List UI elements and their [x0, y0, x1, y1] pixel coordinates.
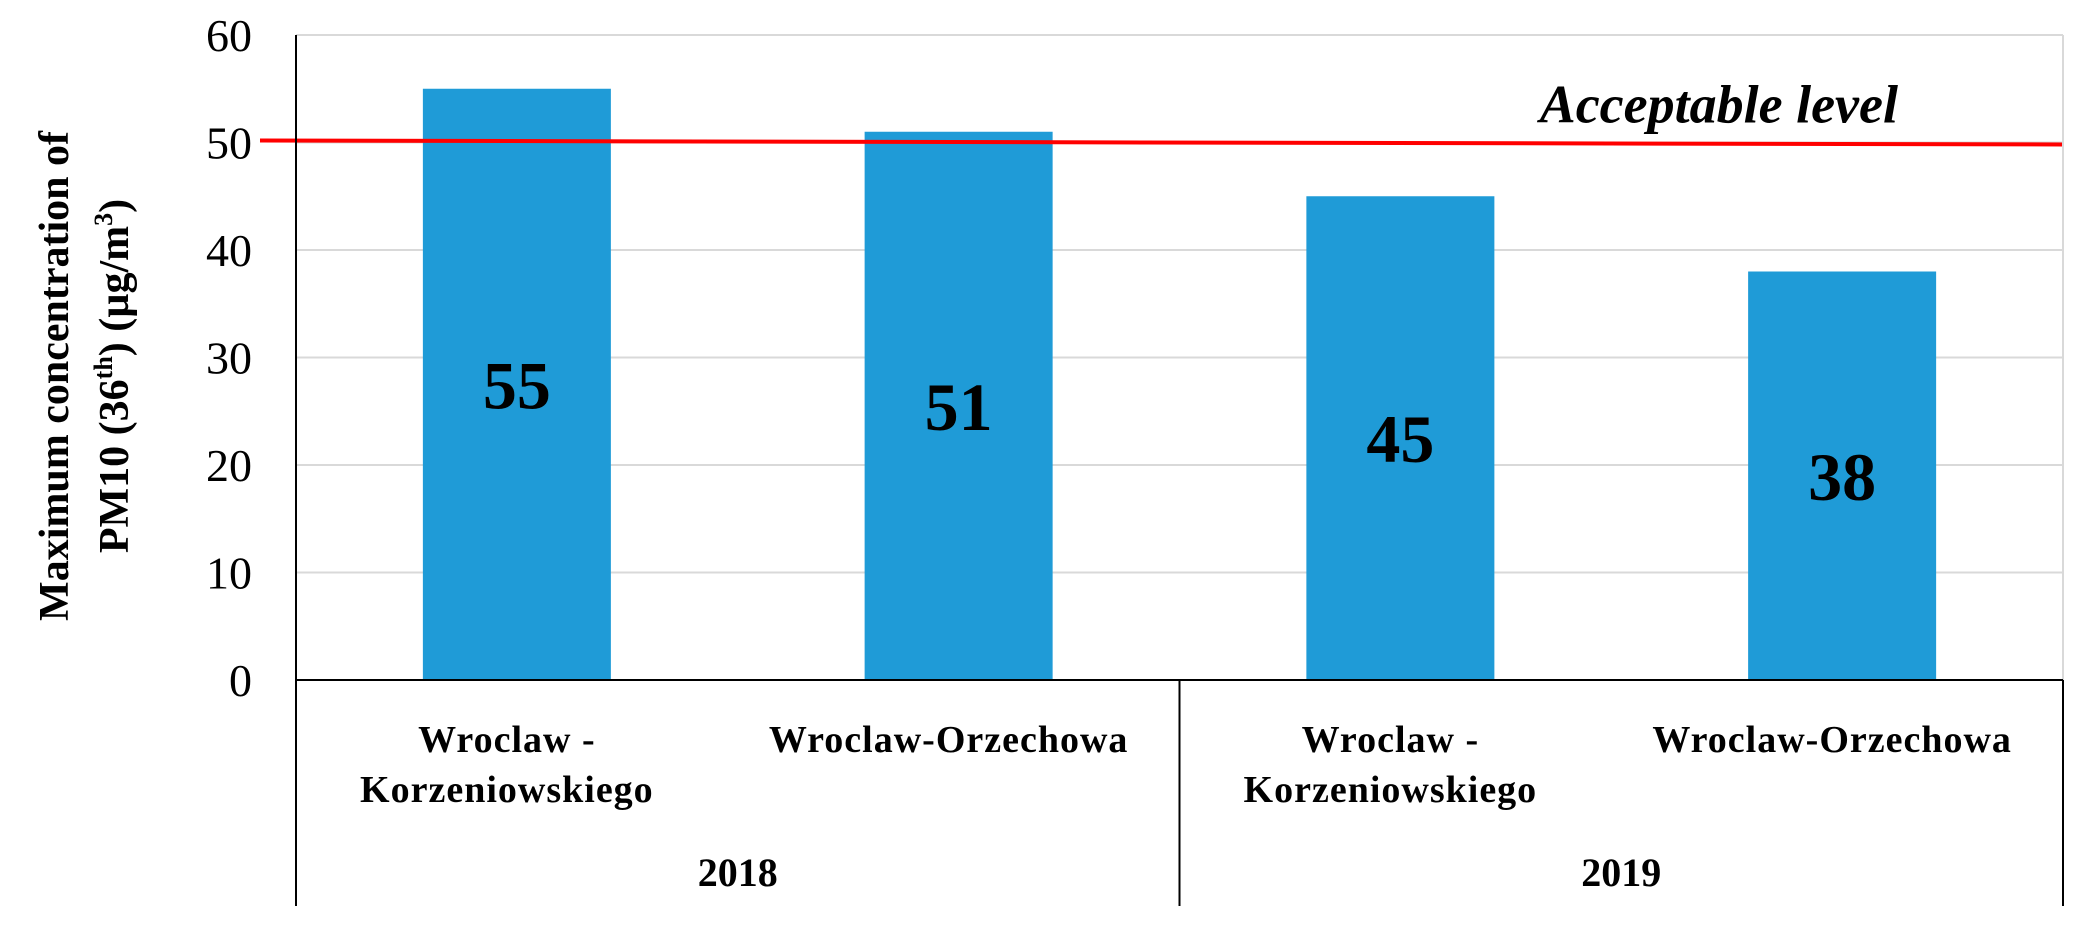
bar [864, 131, 1053, 680]
category-label-line: Wroclaw - [1302, 719, 1480, 761]
y-axis-title-sup-a: th [89, 356, 118, 380]
group-label: 2019 [1581, 850, 1661, 895]
y-tick-label: 20 [206, 440, 252, 491]
bar-data-label: 45 [1366, 401, 1434, 477]
bars: 55 51 45 38 [422, 88, 1937, 680]
category-label: Wroclaw-Orzechowa [769, 719, 1129, 761]
category-labels: Wroclaw - Korzeniowskiego Wroclaw-Orzechow… [360, 680, 2064, 906]
category-label: Wroclaw-Orzechowa [1652, 719, 2012, 761]
category-label-line: Wroclaw-Orzechowa [1652, 719, 2012, 761]
y-tick-label: 50 [206, 118, 252, 169]
bar [1306, 196, 1495, 680]
reference-line-group: Acceptable level [259, 75, 2064, 147]
category-label-line: Wroclaw-Orzechowa [769, 719, 1129, 761]
group-label: 2018 [698, 850, 778, 895]
category-label: Wroclaw - Korzeniowskiego [360, 719, 654, 811]
y-tick-label: 10 [206, 548, 252, 599]
category-label-line: Wroclaw - [418, 719, 596, 761]
bar-data-label: 51 [925, 369, 993, 445]
y-axis-title-part-a: PM10 (36 [92, 379, 138, 553]
bar-data-label: 38 [1808, 439, 1876, 515]
y-axis-title: Maximum concentration of PM10 (36th) (µg… [32, 130, 138, 621]
y-axis-title-part-b: ) (µg/m [92, 226, 138, 356]
y-tick-labels: 0 10 20 30 40 50 60 [206, 10, 252, 706]
y-tick-label: 40 [206, 225, 252, 276]
y-axis-title-sup-b: 3 [89, 213, 118, 226]
category-label-line: Korzeniowskiego [1244, 769, 1538, 811]
acceptable-level-line [259, 138, 2064, 147]
y-axis-title-line1: Maximum concentration of [32, 130, 78, 621]
bar [1748, 271, 1937, 680]
y-tick-label: 0 [229, 655, 252, 706]
category-label-line: Korzeniowskiego [360, 769, 654, 811]
category-label: Wroclaw - Korzeniowskiego [1244, 719, 1538, 811]
y-tick-label: 60 [206, 10, 252, 61]
y-axis-title-part-c: ) [92, 199, 138, 213]
bar [422, 88, 611, 680]
y-axis-title-line2: PM10 (36th) (µg/m3) [89, 199, 138, 553]
y-tick-label: 30 [206, 333, 252, 384]
acceptable-level-label: Acceptable level [1537, 75, 1898, 135]
bar-data-label: 55 [483, 347, 551, 423]
